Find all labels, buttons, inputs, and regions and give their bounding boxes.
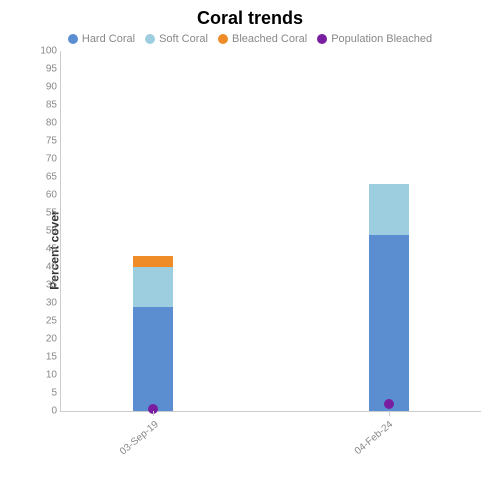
y-tick-label: 95 — [31, 64, 57, 75]
x-tick-mark — [153, 411, 154, 416]
y-tick-label: 50 — [31, 226, 57, 237]
y-tick-label: 30 — [31, 298, 57, 309]
bar-segment-soft — [133, 267, 173, 307]
legend-swatch-icon — [145, 34, 155, 44]
legend-swatch-icon — [68, 34, 78, 44]
bar-segment-soft — [369, 184, 409, 234]
y-tick-label: 25 — [31, 316, 57, 327]
y-tick-label: 20 — [31, 334, 57, 345]
y-tick-label: 0 — [31, 406, 57, 417]
bar-segment-hard — [133, 307, 173, 411]
y-tick-label: 85 — [31, 100, 57, 111]
legend-swatch-icon — [317, 34, 327, 44]
x-tick-label: 03-Sep-19 — [118, 419, 161, 457]
y-tick-label: 70 — [31, 154, 57, 165]
y-tick-label: 60 — [31, 190, 57, 201]
legend-item: Soft Coral — [145, 33, 208, 45]
y-tick-label: 5 — [31, 388, 57, 399]
y-tick-label: 40 — [31, 262, 57, 273]
legend-label: Soft Coral — [159, 33, 208, 45]
bar-segment-hard — [369, 235, 409, 411]
legend-item: Hard Coral — [68, 33, 135, 45]
chart-plot-area: 0510152025303540455055606570758085909510… — [60, 51, 481, 412]
y-tick-label: 35 — [31, 280, 57, 291]
x-tick-mark — [389, 411, 390, 416]
population-marker — [384, 399, 394, 409]
bar-group — [133, 256, 173, 411]
legend-label: Population Bleached — [331, 33, 432, 45]
x-tick-label: 04-Feb-24 — [353, 419, 395, 457]
y-tick-label: 45 — [31, 244, 57, 255]
y-tick-label: 100 — [31, 46, 57, 57]
y-tick-label: 15 — [31, 352, 57, 363]
legend: Hard Coral Soft Coral Bleached Coral Popula… — [0, 33, 500, 45]
y-tick-label: 65 — [31, 172, 57, 183]
bar-group — [369, 184, 409, 411]
legend-label: Bleached Coral — [232, 33, 307, 45]
y-tick-label: 55 — [31, 208, 57, 219]
legend-label: Hard Coral — [82, 33, 135, 45]
y-tick-label: 10 — [31, 370, 57, 381]
legend-item: Bleached Coral — [218, 33, 307, 45]
legend-item: Population Bleached — [317, 33, 432, 45]
chart-title: Coral trends — [0, 0, 500, 29]
y-tick-label: 75 — [31, 136, 57, 147]
y-tick-label: 90 — [31, 82, 57, 93]
y-tick-label: 80 — [31, 118, 57, 129]
bar-segment-bleached — [133, 256, 173, 267]
legend-swatch-icon — [218, 34, 228, 44]
